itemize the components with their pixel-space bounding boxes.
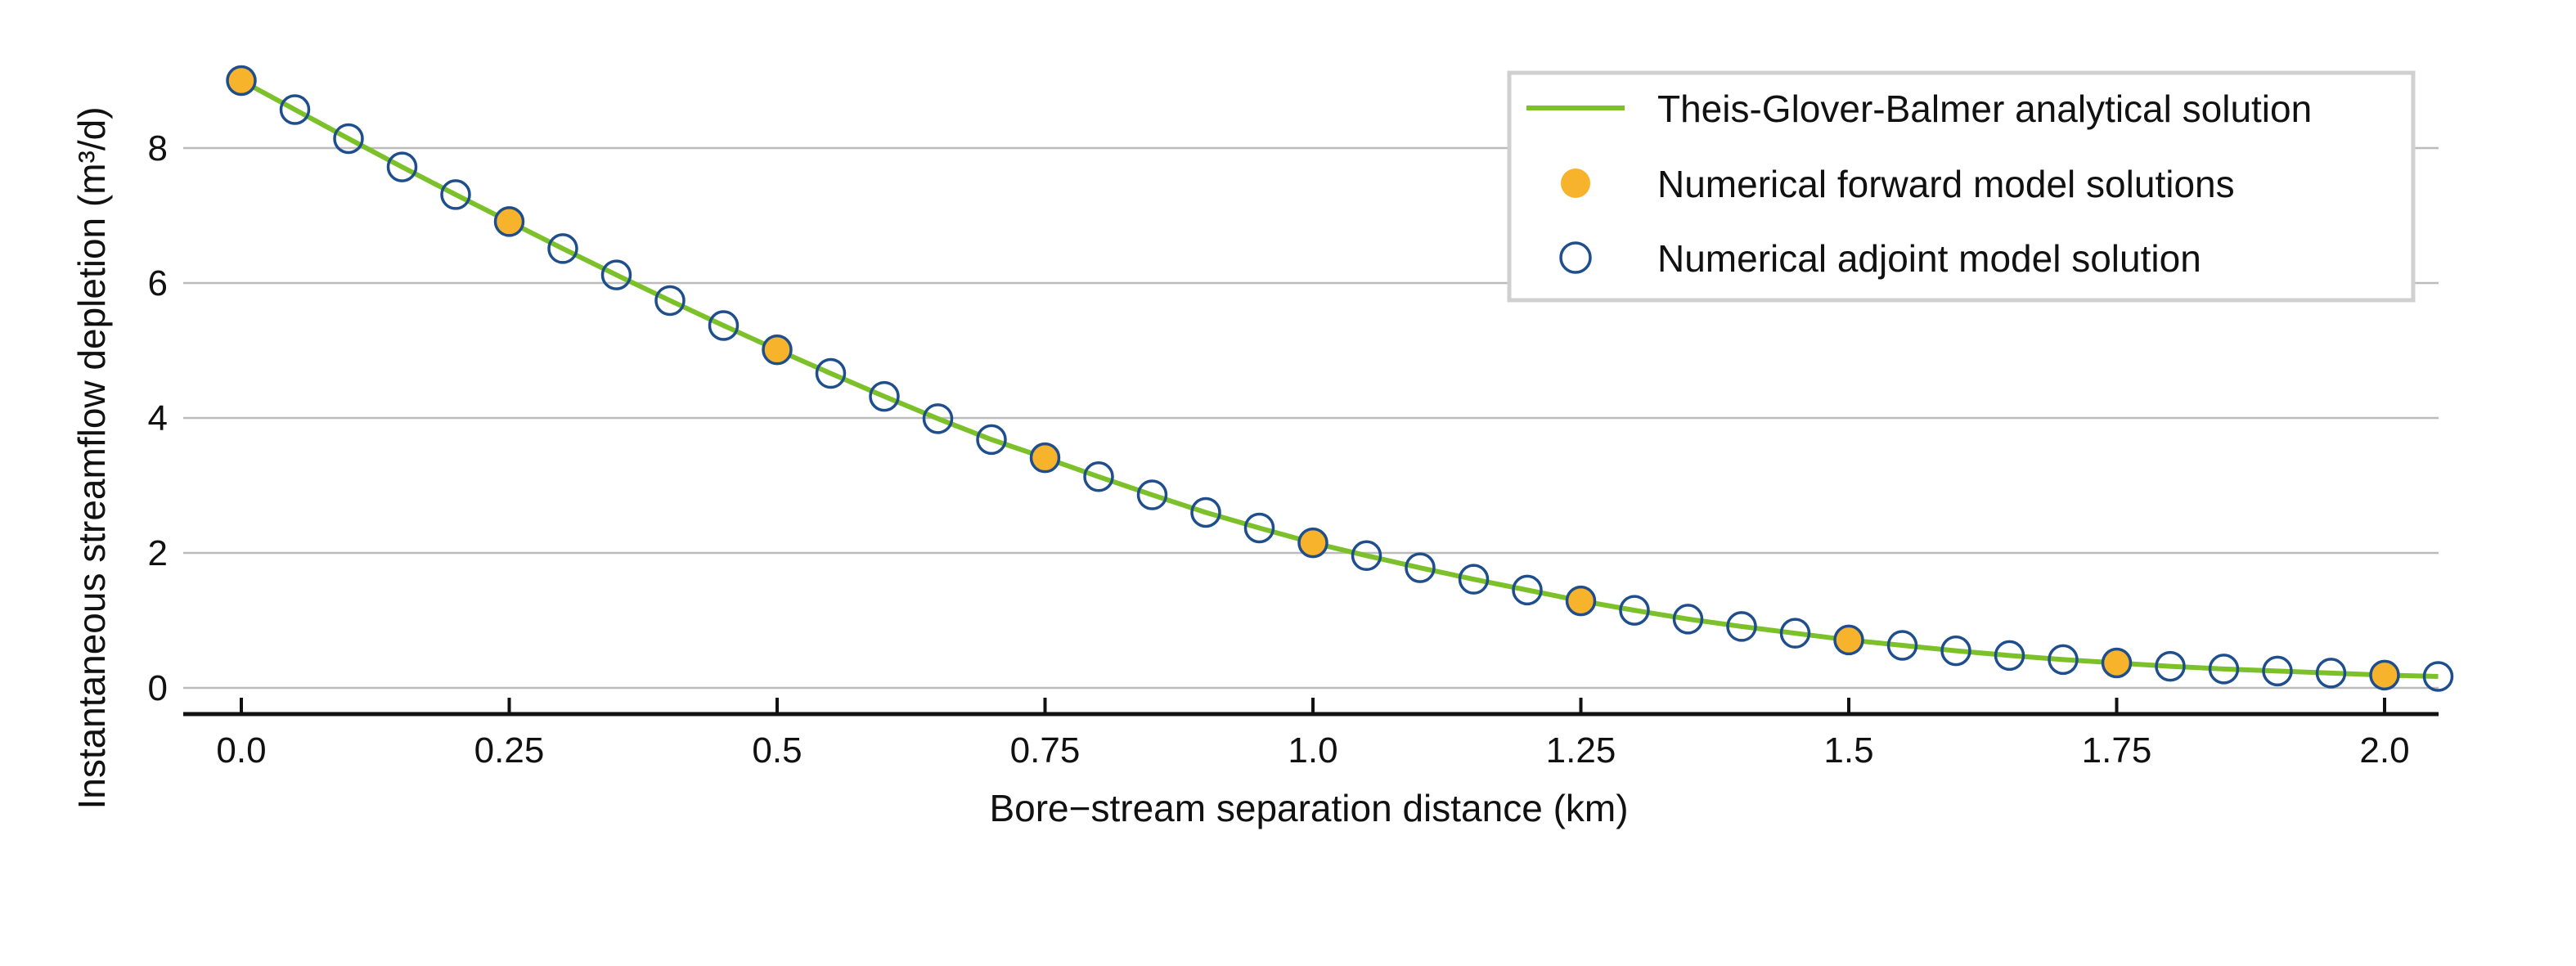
adjoint-point-30 bbox=[1833, 624, 1864, 656]
x-tick-label-0: 0.0 bbox=[216, 730, 266, 771]
x-tick-label-1: 0.25 bbox=[474, 730, 545, 771]
adjoint-point-1 bbox=[279, 94, 311, 125]
adjoint-point-20 bbox=[1297, 527, 1328, 559]
adjoint-point-14 bbox=[976, 424, 1007, 456]
adjoint-point-10 bbox=[762, 334, 793, 366]
adjoint-point-26 bbox=[1619, 595, 1650, 626]
adjoint-point-2 bbox=[333, 123, 364, 155]
forward-point-5 bbox=[1567, 586, 1595, 615]
legend-filled-marker bbox=[1561, 168, 1590, 198]
y-axis-title: Instantaneous streamflow depletion (m³/d… bbox=[70, 106, 113, 809]
adjoint-point-22 bbox=[1405, 552, 1436, 583]
legend-label-analytical: Theis-Glover-Balmer analytical solution bbox=[1657, 88, 2312, 130]
forward-point-4 bbox=[1299, 528, 1327, 557]
adjoint-point-25 bbox=[1565, 585, 1597, 617]
adjoint-point-21 bbox=[1351, 540, 1382, 572]
adjoint-point-33 bbox=[1994, 640, 2025, 672]
forward-point-1 bbox=[495, 207, 524, 236]
forward-point-3 bbox=[1031, 443, 1059, 472]
x-tick-label-8: 2.0 bbox=[2359, 730, 2409, 771]
x-tick-label-2: 0.5 bbox=[752, 730, 802, 771]
adjoint-point-31 bbox=[1886, 630, 1918, 661]
adjoint-point-15 bbox=[1029, 442, 1061, 474]
legend-box bbox=[1507, 70, 2416, 303]
adjoint-point-27 bbox=[1672, 604, 1704, 635]
forward-point-6 bbox=[1835, 626, 1863, 654]
x-tick-label-5: 1.25 bbox=[1546, 730, 1616, 771]
adjoint-point-24 bbox=[1512, 574, 1543, 606]
x-tick-label-3: 0.75 bbox=[1010, 730, 1081, 771]
adjoint-point-16 bbox=[1083, 461, 1114, 492]
adjoint-point-35 bbox=[2101, 647, 2133, 679]
adjoint-point-13 bbox=[922, 403, 954, 434]
y-tick-label-1: 2 bbox=[148, 533, 168, 573]
adjoint-point-11 bbox=[815, 357, 847, 389]
x-tick-label-4: 1.0 bbox=[1288, 730, 1337, 771]
forward-point-7 bbox=[2102, 649, 2131, 677]
adjoint-point-3 bbox=[386, 151, 418, 182]
adjoint-point-19 bbox=[1243, 512, 1275, 544]
legend-label-adjoint: Numerical adjoint model solution bbox=[1657, 237, 2201, 280]
adjoint-point-17 bbox=[1136, 479, 1168, 510]
x-ticks: 0.0 0.25 0.5 0.75 1.0 1.25 1.5 1.75 2.0 bbox=[216, 698, 2410, 771]
x-tick-label-6: 1.5 bbox=[1823, 730, 1873, 771]
adjoint-point-32 bbox=[1940, 635, 1971, 667]
adjoint-point-37 bbox=[2208, 654, 2240, 685]
adjoint-point-23 bbox=[1458, 564, 1490, 595]
legend-label-forward: Numerical forward model solutions bbox=[1657, 163, 2235, 205]
series-layer bbox=[226, 65, 2454, 692]
series-analytical-line bbox=[240, 78, 2439, 679]
adjoint-point-4 bbox=[440, 179, 471, 210]
adjoint-point-12 bbox=[869, 380, 900, 412]
adjoint-point-6 bbox=[547, 233, 578, 264]
adjoint-point-29 bbox=[1779, 618, 1811, 649]
adjoint-point-36 bbox=[2155, 650, 2186, 682]
adjoint-point-41 bbox=[2422, 661, 2454, 692]
legend-hollow-marker bbox=[1559, 241, 1592, 274]
adjoint-point-9 bbox=[708, 310, 740, 341]
adjoint-point-0 bbox=[226, 65, 257, 97]
forward-point-0 bbox=[227, 66, 255, 95]
y-ticks: 0 2 4 6 8 bbox=[148, 128, 168, 708]
adjoint-point-5 bbox=[493, 206, 525, 237]
adjoint-point-8 bbox=[654, 285, 686, 317]
adjoint-point-18 bbox=[1190, 496, 1221, 528]
adjoint-point-34 bbox=[2048, 644, 2079, 676]
y-tick-label-2: 4 bbox=[148, 398, 168, 438]
adjoint-point-28 bbox=[1726, 611, 1757, 642]
adjoint-point-7 bbox=[600, 259, 632, 290]
adjoint-point-39 bbox=[2315, 658, 2347, 689]
y-tick-label-0: 0 bbox=[148, 668, 168, 708]
legend: Theis-Glover-Balmer analytical solution … bbox=[1507, 70, 2416, 303]
forward-point-2 bbox=[763, 335, 791, 364]
y-tick-label-4: 8 bbox=[148, 128, 168, 168]
x-tick-label-7: 1.75 bbox=[2082, 730, 2152, 771]
adjoint-point-40 bbox=[2369, 659, 2400, 691]
y-tick-label-3: 6 bbox=[148, 263, 168, 303]
adjoint-point-38 bbox=[2262, 655, 2293, 687]
forward-point-8 bbox=[2371, 661, 2398, 690]
x-axis-title: Bore−stream separation distance (km) bbox=[989, 787, 1628, 829]
